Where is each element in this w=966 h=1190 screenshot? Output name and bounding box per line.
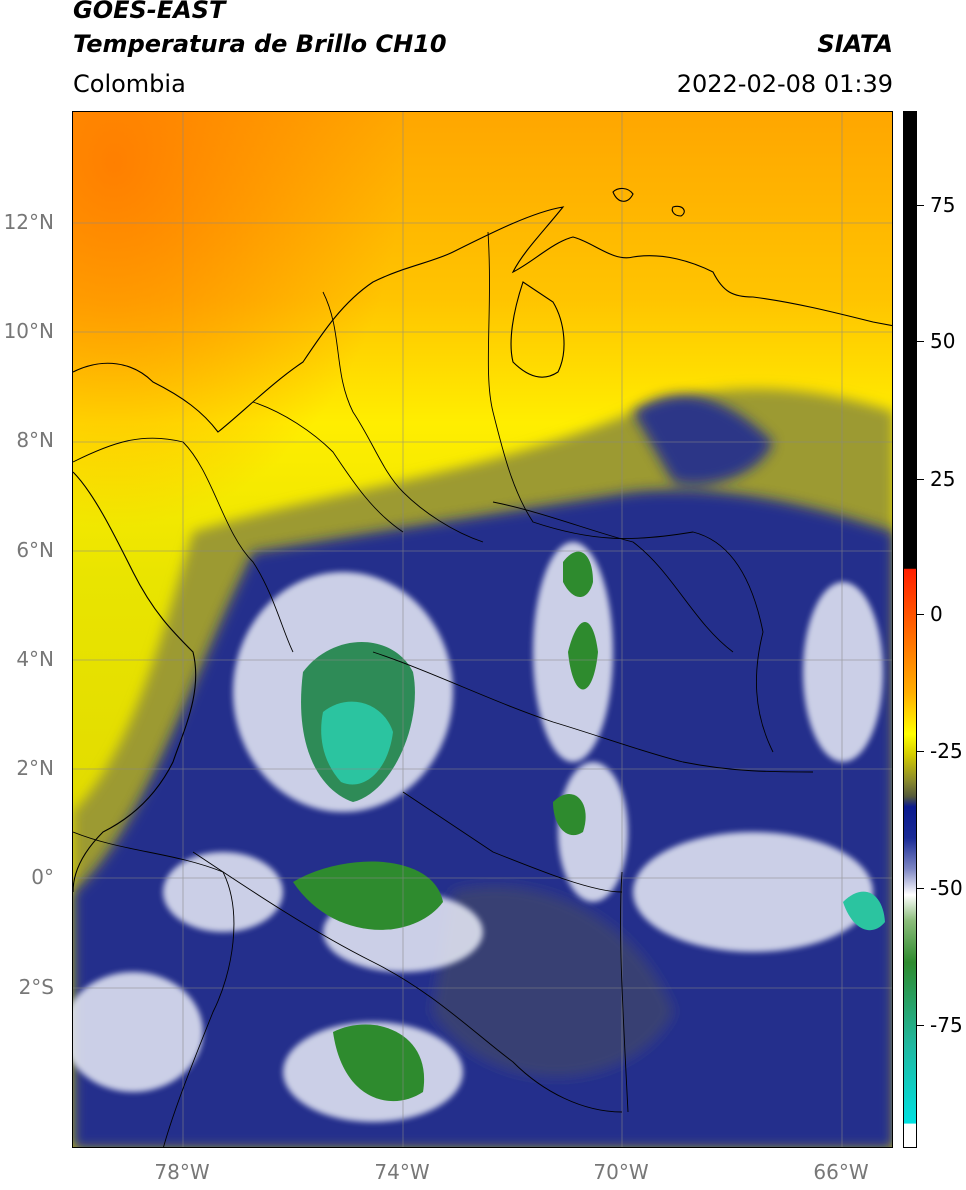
colorbar-gradient — [904, 112, 916, 1147]
map-title-satellite: GOES-EAST — [73, 0, 226, 24]
cold-cloud-cores — [293, 551, 885, 1102]
colorbar-label-neg25: -25 — [930, 739, 963, 763]
colorbar-label-75: 75 — [930, 193, 956, 217]
borders — [73, 231, 814, 1147]
colorbar-tick-75 — [917, 205, 924, 206]
colorbar-label-0: 0 — [930, 602, 943, 626]
lon-label-74w: 74°W — [374, 1160, 430, 1184]
lat-label-2n: 2°N — [16, 756, 54, 780]
colorbar-label-50: 50 — [930, 329, 956, 353]
colorbar-label-neg50: -50 — [930, 876, 963, 900]
lat-label-6n: 6°N — [16, 538, 54, 562]
lat-label-2s: 2°S — [18, 975, 54, 999]
map-canvas — [73, 112, 892, 1147]
lat-label-8n: 8°N — [16, 428, 54, 452]
colorbar-label-25: 25 — [930, 467, 956, 491]
colorbar-tick-0 — [917, 614, 924, 615]
temperature-colorbar — [903, 111, 917, 1148]
colorbar-tick-neg50 — [917, 888, 924, 889]
lon-label-78w: 78°W — [154, 1160, 210, 1184]
colorbar-tick-50 — [917, 341, 924, 342]
brand-label: SIATA — [817, 30, 893, 58]
lat-label-4n: 4°N — [16, 647, 54, 671]
lon-label-66w: 66°W — [813, 1160, 869, 1184]
lat-label-12n: 12°N — [3, 210, 54, 234]
colorbar-tick-25 — [917, 479, 924, 480]
lat-label-0: 0° — [31, 865, 54, 889]
region-label: Colombia — [73, 70, 186, 98]
timestamp-label: 2022-02-08 01:39 — [676, 70, 893, 98]
colorbar-tick-neg25 — [917, 751, 924, 752]
colorbar-tick-neg75 — [917, 1025, 924, 1026]
satellite-map[interactable] — [72, 111, 893, 1148]
map-title-product: Temperatura de Brillo CH10 — [73, 30, 447, 58]
coastlines — [73, 187, 892, 893]
map-gridlines — [73, 112, 892, 1147]
colorbar-label-neg75: -75 — [930, 1013, 963, 1037]
lon-label-70w: 70°W — [593, 1160, 649, 1184]
lat-label-10n: 10°N — [3, 319, 54, 343]
